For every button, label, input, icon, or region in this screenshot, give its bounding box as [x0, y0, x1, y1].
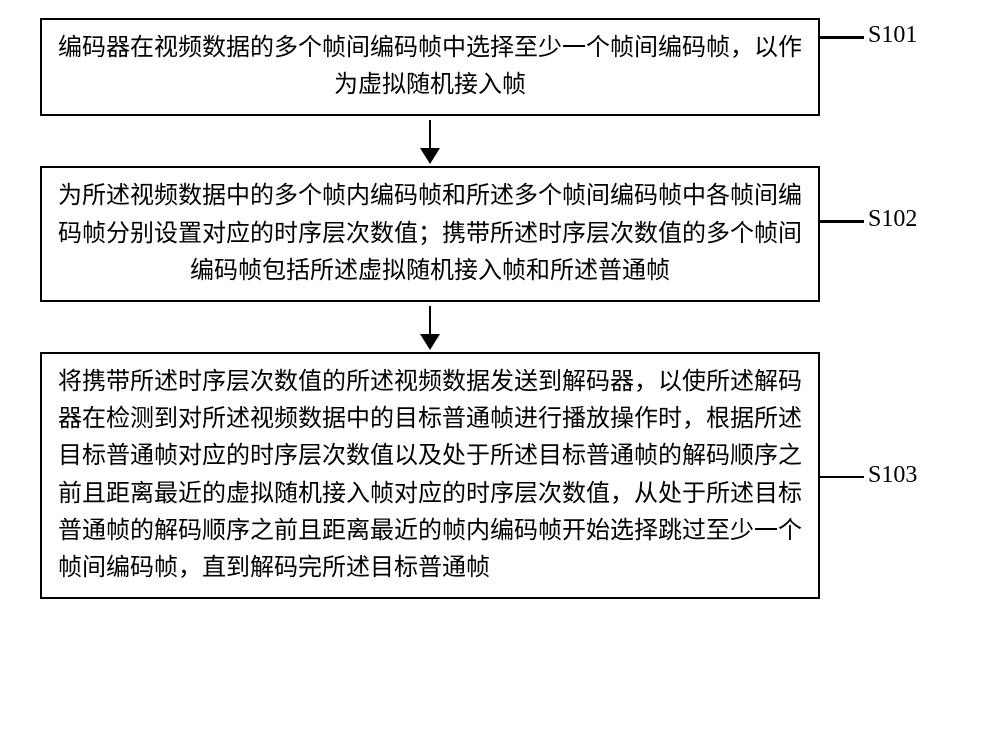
arrow-down-icon [429, 120, 432, 162]
step-box-s102: 为所述视频数据中的多个帧内编码帧和所述多个帧间编码帧中各帧间编码帧分别设置对应的… [40, 166, 820, 302]
step-label-s101: S101 [868, 22, 917, 49]
step-box-s103: 将携带所述时序层次数值的所述视频数据发送到解码器，以使所述解码器在检测到对所述视… [40, 352, 820, 599]
step-label-s103: S103 [868, 462, 917, 489]
step-row-s102: 为所述视频数据中的多个帧内编码帧和所述多个帧间编码帧中各帧间编码帧分别设置对应的… [40, 166, 960, 302]
step-row-s101: 编码器在视频数据的多个帧间编码帧中选择至少一个帧间编码帧，以作为虚拟随机接入帧 … [40, 18, 960, 116]
flowchart-container: 编码器在视频数据的多个帧间编码帧中选择至少一个帧间编码帧，以作为虚拟随机接入帧 … [40, 18, 960, 599]
step-label-s102: S102 [868, 206, 917, 233]
arrow-s101-s102 [40, 116, 820, 166]
step-row-s103: 将携带所述时序层次数值的所述视频数据发送到解码器，以使所述解码器在检测到对所述视… [40, 352, 960, 599]
arrow-s102-s103 [40, 302, 820, 352]
step-box-s101: 编码器在视频数据的多个帧间编码帧中选择至少一个帧间编码帧，以作为虚拟随机接入帧 [40, 18, 820, 116]
arrow-down-icon [429, 306, 432, 348]
